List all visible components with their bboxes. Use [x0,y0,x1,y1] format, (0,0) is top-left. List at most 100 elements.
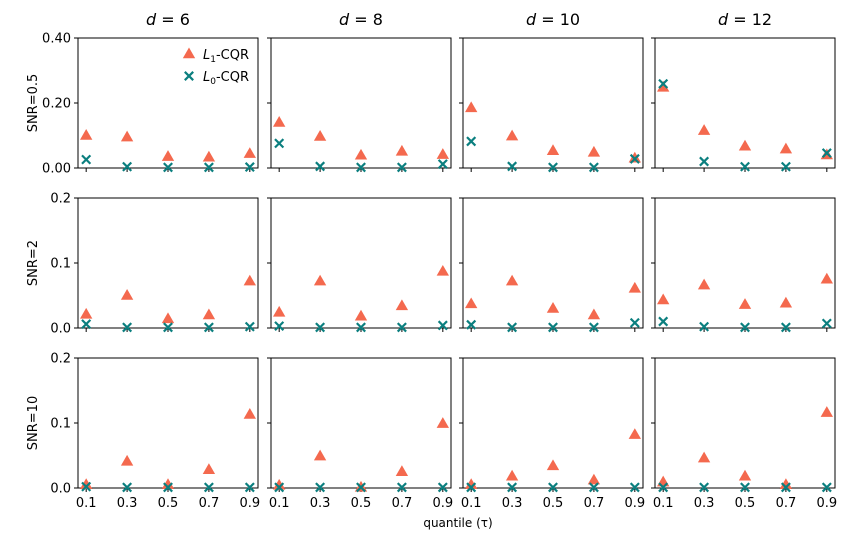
data-point-l0-cqr [437,159,448,170]
data-point-l1-cqr [546,144,560,155]
data-point-l1-cqr [465,297,478,309]
legend-label: L0-CQR [203,70,249,87]
data-point-l1-cqr [587,308,601,320]
legend-marker-l0-cqr [184,71,194,81]
data-point-l1-cqr [587,145,601,157]
y-tick-label: 0.00 [42,162,71,177]
x-tick-label: 0.1 [653,496,674,511]
data-point-l1-cqr [243,274,256,286]
data-point-l1-cqr [395,465,409,476]
axes-frame [270,37,452,169]
data-point-l0-cqr [548,162,558,173]
data-point-l0-cqr [507,322,518,333]
axes-frame [654,357,836,489]
data-point-l1-cqr [628,281,641,293]
data-point-l0-cqr [740,482,750,493]
data-point-l0-cqr [163,322,173,333]
subplot-panel [267,197,452,333]
data-point-l1-cqr [465,478,478,489]
data-point-l0-cqr [81,319,92,330]
data-point-l1-cqr [697,451,711,463]
data-point-l1-cqr [587,473,601,485]
data-point-l0-cqr [396,482,407,493]
data-point-l0-cqr [274,321,285,332]
data-point-l1-cqr [779,296,793,308]
data-point-l0-cqr [629,482,640,493]
data-point-l0-cqr [315,482,326,493]
data-point-l1-cqr [465,101,478,113]
legend-label: L1-CQR [203,48,249,65]
row-label: SNR=0.5 [26,74,41,133]
data-point-l1-cqr [628,151,641,163]
data-point-l1-cqr [820,272,833,284]
data-point-l1-cqr [738,469,752,481]
x-tick-label: 0.9 [816,496,837,511]
data-point-l1-cqr [657,80,670,92]
data-point-l1-cqr [395,144,409,156]
x-tick-label: 0.3 [502,496,523,511]
data-point-l1-cqr [243,147,256,158]
column-title: d = 8 [339,10,383,29]
x-tick-label: 0.3 [117,496,138,511]
data-point-l0-cqr [699,482,710,493]
subplot-panel: 0.1 0.3 0.5 0.7 0.9 [651,357,837,511]
x-tick-label: 0.5 [543,496,564,511]
data-point-l0-cqr [780,322,791,333]
data-point-l0-cqr [629,153,640,164]
data-point-l1-cqr [395,299,409,311]
data-point-l1-cqr [546,302,560,313]
data-point-l0-cqr [244,321,255,332]
x-tick-label: 0.9 [239,496,260,511]
axes-frame [77,197,259,329]
data-point-l0-cqr [588,482,599,493]
data-point-l1-cqr [313,449,327,461]
data-point-l1-cqr [354,309,368,321]
y-tick-label: 0.20 [42,97,71,112]
y-tick-label: 0.2 [50,352,71,367]
x-tick-label: 0.5 [735,496,756,511]
data-point-l0-cqr [81,481,92,492]
data-point-l0-cqr [699,321,710,332]
data-point-l0-cqr [466,136,477,147]
data-point-l0-cqr [203,162,214,173]
subplot-panel: 0.0 0.1 0.2 0.1 0.3 0.5 0.7 0.9 [50,352,260,512]
x-tick-label: 0.5 [158,496,179,511]
plot-root: d = 6 d = 8 d = 10 d = 12 SNR=0.5 0.00 0.20 0.4… [26,10,837,511]
data-point-l0-cqr [740,322,750,333]
axes-frame [270,357,452,489]
subplot-panel: 0.1 0.3 0.5 0.7 0.9 [459,357,645,511]
data-point-l0-cqr [466,319,477,330]
data-point-l1-cqr [313,274,327,286]
data-point-l0-cqr [548,482,558,493]
column-title: d = 10 [526,10,580,29]
data-point-l0-cqr [588,322,599,333]
data-point-l1-cqr [243,408,256,419]
data-point-l0-cqr [658,78,669,89]
data-point-l1-cqr [436,148,449,159]
data-point-l1-cqr [80,478,93,489]
data-point-l0-cqr [780,482,791,493]
data-point-l1-cqr [436,417,449,428]
data-point-l0-cqr [203,322,214,333]
x-tick-label: 0.3 [310,496,331,511]
legend: L1-CQR L0-CQR [182,47,249,87]
subplot-panel [651,197,836,333]
subplot-panel: 0.1 0.3 0.5 0.7 0.9 [267,357,453,511]
data-point-l0-cqr [821,318,832,329]
data-point-l1-cqr [80,129,93,140]
data-point-l0-cqr [203,482,214,493]
data-point-l1-cqr [80,307,93,319]
data-point-l0-cqr [507,482,518,493]
data-point-l1-cqr [161,150,175,161]
data-point-l0-cqr [821,148,832,159]
data-point-l0-cqr [507,161,518,172]
y-tick-label: 0.0 [50,322,71,337]
data-point-l0-cqr [315,322,326,333]
data-point-l1-cqr [120,289,134,300]
data-point-l0-cqr [437,482,448,493]
data-point-l1-cqr [273,116,286,127]
y-tick-label: 0.1 [50,417,71,432]
data-point-l0-cqr [699,156,710,167]
data-point-l0-cqr [163,482,173,493]
data-point-l0-cqr [658,482,669,493]
